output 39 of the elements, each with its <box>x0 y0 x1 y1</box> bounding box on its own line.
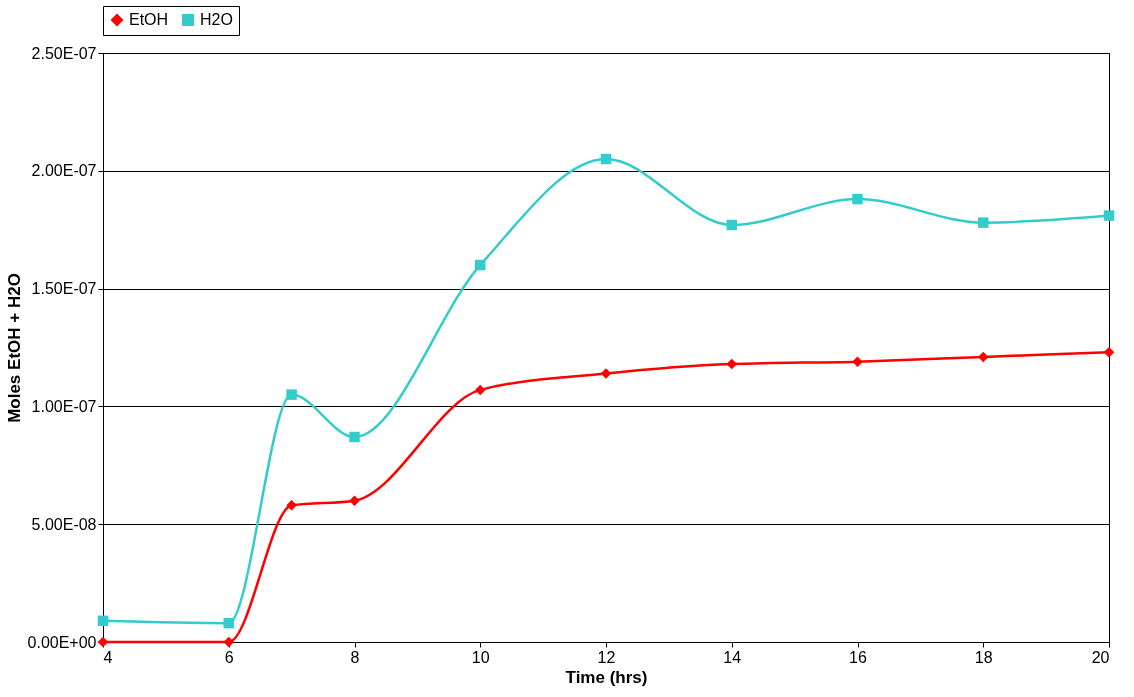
x-tick-label: 20 <box>1091 648 1110 666</box>
point <box>286 389 297 400</box>
x-tick-label: 4 <box>103 648 113 666</box>
point <box>600 153 612 165</box>
x-tick-label: 10 <box>471 648 490 666</box>
point <box>1103 210 1115 221</box>
point <box>852 193 863 205</box>
x-tick-label: 16 <box>849 648 867 666</box>
point <box>223 617 234 629</box>
y-tick-label: 5.00E-08 <box>31 515 97 533</box>
point <box>97 615 109 627</box>
point <box>978 351 989 363</box>
point <box>852 356 863 367</box>
legend-label: EtOH <box>129 11 169 28</box>
point <box>97 636 109 648</box>
y-tick-label: 0.00E+00 <box>27 633 97 651</box>
point <box>223 636 234 648</box>
x-tick-label: 8 <box>350 648 360 666</box>
point <box>349 495 360 506</box>
point <box>726 219 737 231</box>
point <box>349 431 360 443</box>
y-tick-label: 2.00E-07 <box>31 162 97 180</box>
x-tick-label: 6 <box>224 648 234 666</box>
y-tick-label: 1.50E-07 <box>31 280 97 298</box>
point <box>726 358 737 370</box>
point <box>600 368 612 379</box>
x-axis-title: Time (hrs) <box>565 667 648 687</box>
point <box>286 500 297 511</box>
x-tick-label: 18 <box>974 648 993 666</box>
point <box>475 384 486 396</box>
legend-label: H2O <box>200 11 233 28</box>
y-tick-label: 1.00E-07 <box>31 397 97 415</box>
point <box>475 259 486 271</box>
x-tick-label: 14 <box>723 648 742 666</box>
y-axis-title: Moles EtOH + H2O <box>4 273 24 423</box>
y-tick-label: 2.50E-07 <box>31 44 97 62</box>
point <box>978 217 989 228</box>
point <box>1103 346 1115 358</box>
x-tick-label: 12 <box>597 648 616 666</box>
